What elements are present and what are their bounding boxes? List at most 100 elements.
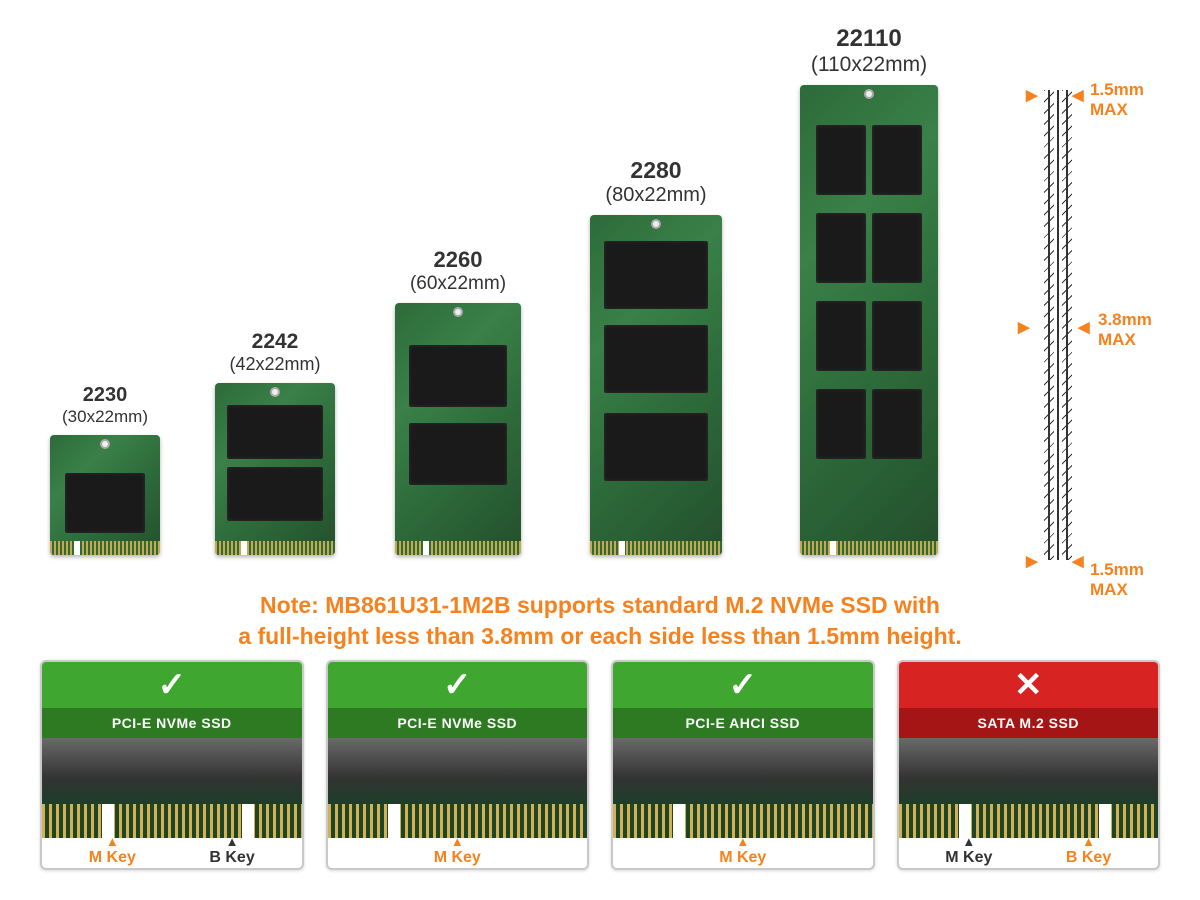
- chip-icon: [872, 389, 922, 459]
- key-notch-icon: [619, 541, 625, 555]
- pins-icon: [328, 804, 588, 838]
- compat-card-2: ✓PCI-E AHCI SSD ▲M Key: [611, 660, 875, 870]
- pins-icon: [613, 804, 873, 838]
- screw-hole-icon: [453, 307, 463, 317]
- key-labels: ▲M Key: [613, 838, 873, 868]
- ssd-side-profile: [1048, 90, 1068, 560]
- ssd-dimensions: (60x22mm): [385, 273, 531, 295]
- arrow-up-icon: ▲: [1066, 837, 1111, 846]
- ssd-type-label: PCI-E NVMe SSD: [328, 708, 588, 738]
- ssd-item-2280: 2280(80x22mm): [580, 157, 732, 555]
- chip-icon: [604, 241, 708, 309]
- ssd-type-label: SATA M.2 SSD: [899, 708, 1159, 738]
- arrow-icon: ◀: [1072, 86, 1084, 104]
- edge-connector-icon: [590, 541, 722, 555]
- ssd-card-icon: [395, 303, 521, 555]
- ssd-code: 2260: [385, 247, 531, 273]
- key-labels: ▲M Key: [328, 838, 588, 868]
- ssd-card-icon: [590, 215, 722, 555]
- ssd-dimensions: (30x22mm): [40, 407, 170, 427]
- key-label: ▲B Key: [1066, 837, 1111, 866]
- edge-connector-icon: [215, 541, 335, 555]
- chip-icon: [816, 213, 866, 283]
- thickness-top-label: 1.5mm MAX: [1090, 80, 1144, 119]
- compat-card-0: ✓PCI-E NVMe SSD ▲M Key ▲B Key: [40, 660, 304, 870]
- key-label: ▲M Key: [719, 837, 766, 866]
- key-label: ▲B Key: [209, 837, 254, 866]
- ssd-type-label: PCI-E AHCI SSD: [613, 708, 873, 738]
- key-notch-icon: [423, 541, 429, 555]
- chip-icon: [409, 345, 507, 407]
- arrow-icon: ▶: [1026, 86, 1038, 104]
- chip-icon: [872, 125, 922, 195]
- ssd-code: 2230: [40, 384, 170, 407]
- connector-preview: [899, 738, 1159, 838]
- ssd-dimensions: (42x22mm): [205, 354, 345, 375]
- notch-icon: [673, 804, 685, 838]
- ssd-card-icon: [215, 383, 335, 555]
- edge-connector-icon: [395, 541, 521, 555]
- compatibility-cards-row: ✓PCI-E NVMe SSD▲M Key▲B Key✓PCI-E NVMe S…: [40, 660, 1160, 870]
- ssd-item-22110: 22110(110x22mm): [790, 25, 948, 555]
- notch-icon: [388, 804, 400, 838]
- connector-preview: [42, 738, 302, 838]
- ssd-code: 22110: [790, 25, 948, 53]
- screw-hole-icon: [864, 89, 874, 99]
- arrow-icon: ▶: [1026, 552, 1038, 570]
- notch-icon: [959, 804, 971, 838]
- chip-icon: [65, 473, 145, 533]
- pins-icon: [899, 804, 1159, 838]
- ssd-card-icon: [800, 85, 938, 555]
- notch-icon: [1099, 804, 1111, 838]
- chip-icon: [227, 467, 323, 521]
- status-header: ✓: [42, 662, 302, 708]
- arrow-up-icon: ▲: [209, 837, 254, 846]
- ssd-item-2230: 2230(30x22mm): [40, 384, 170, 555]
- ssd-item-2242: 2242(42x22mm): [205, 330, 345, 555]
- ssd-card-icon: [50, 435, 160, 555]
- screw-hole-icon: [100, 439, 110, 449]
- arrow-icon: ◀: [1072, 552, 1084, 570]
- chip-icon: [604, 413, 708, 481]
- ssd-type-label: PCI-E NVMe SSD: [42, 708, 302, 738]
- screw-hole-icon: [651, 219, 661, 229]
- key-labels: ▲M Key ▲B Key: [42, 838, 302, 868]
- chip-icon: [409, 423, 507, 485]
- check-icon: ✓: [443, 665, 472, 705]
- notch-icon: [102, 804, 114, 838]
- status-header: ✓: [613, 662, 873, 708]
- screw-hole-icon: [270, 387, 280, 397]
- compat-card-1: ✓PCI-E NVMe SSD ▲M Key: [326, 660, 590, 870]
- key-label: ▲M Key: [434, 837, 481, 866]
- chip-icon: [816, 389, 866, 459]
- thickness-mid-label: 3.8mm MAX: [1098, 310, 1152, 349]
- pins-icon: [42, 804, 302, 838]
- key-labels: ▲M Key ▲B Key: [899, 838, 1159, 868]
- check-icon: ✓: [729, 665, 758, 705]
- chip-icon: [872, 213, 922, 283]
- connector-preview: [613, 738, 873, 838]
- ssd-dimensions: (110x22mm): [790, 53, 948, 77]
- arrow-icon: ◀: [1078, 318, 1090, 336]
- key-notch-icon: [830, 541, 836, 555]
- ssd-code: 2242: [205, 330, 345, 354]
- arrow-up-icon: ▲: [945, 837, 992, 846]
- cross-icon: ✕: [1014, 665, 1043, 705]
- key-label: ▲M Key: [89, 837, 136, 866]
- edge-connector-icon: [800, 541, 938, 555]
- compatibility-note: Note: MB861U31-1M2B supports standard M.…: [0, 590, 1200, 652]
- notch-icon: [242, 804, 254, 838]
- arrow-up-icon: ▲: [719, 837, 766, 846]
- chip-icon: [604, 325, 708, 393]
- chip-icon: [816, 301, 866, 371]
- ssd-code: 2280: [580, 157, 732, 184]
- check-icon: ✓: [158, 665, 187, 705]
- arrow-icon: ▶: [1018, 318, 1030, 336]
- thickness-diagram: ▶ ◀ 1.5mm MAX ▶ ◀ 3.8mm MAX ▶ ◀ 1.5mm MA…: [1020, 90, 1170, 600]
- ssd-item-2260: 2260(60x22mm): [385, 247, 531, 555]
- connector-preview: [328, 738, 588, 838]
- chip-icon: [227, 405, 323, 459]
- arrow-up-icon: ▲: [434, 837, 481, 846]
- edge-connector-icon: [50, 541, 160, 555]
- key-label: ▲M Key: [945, 837, 992, 866]
